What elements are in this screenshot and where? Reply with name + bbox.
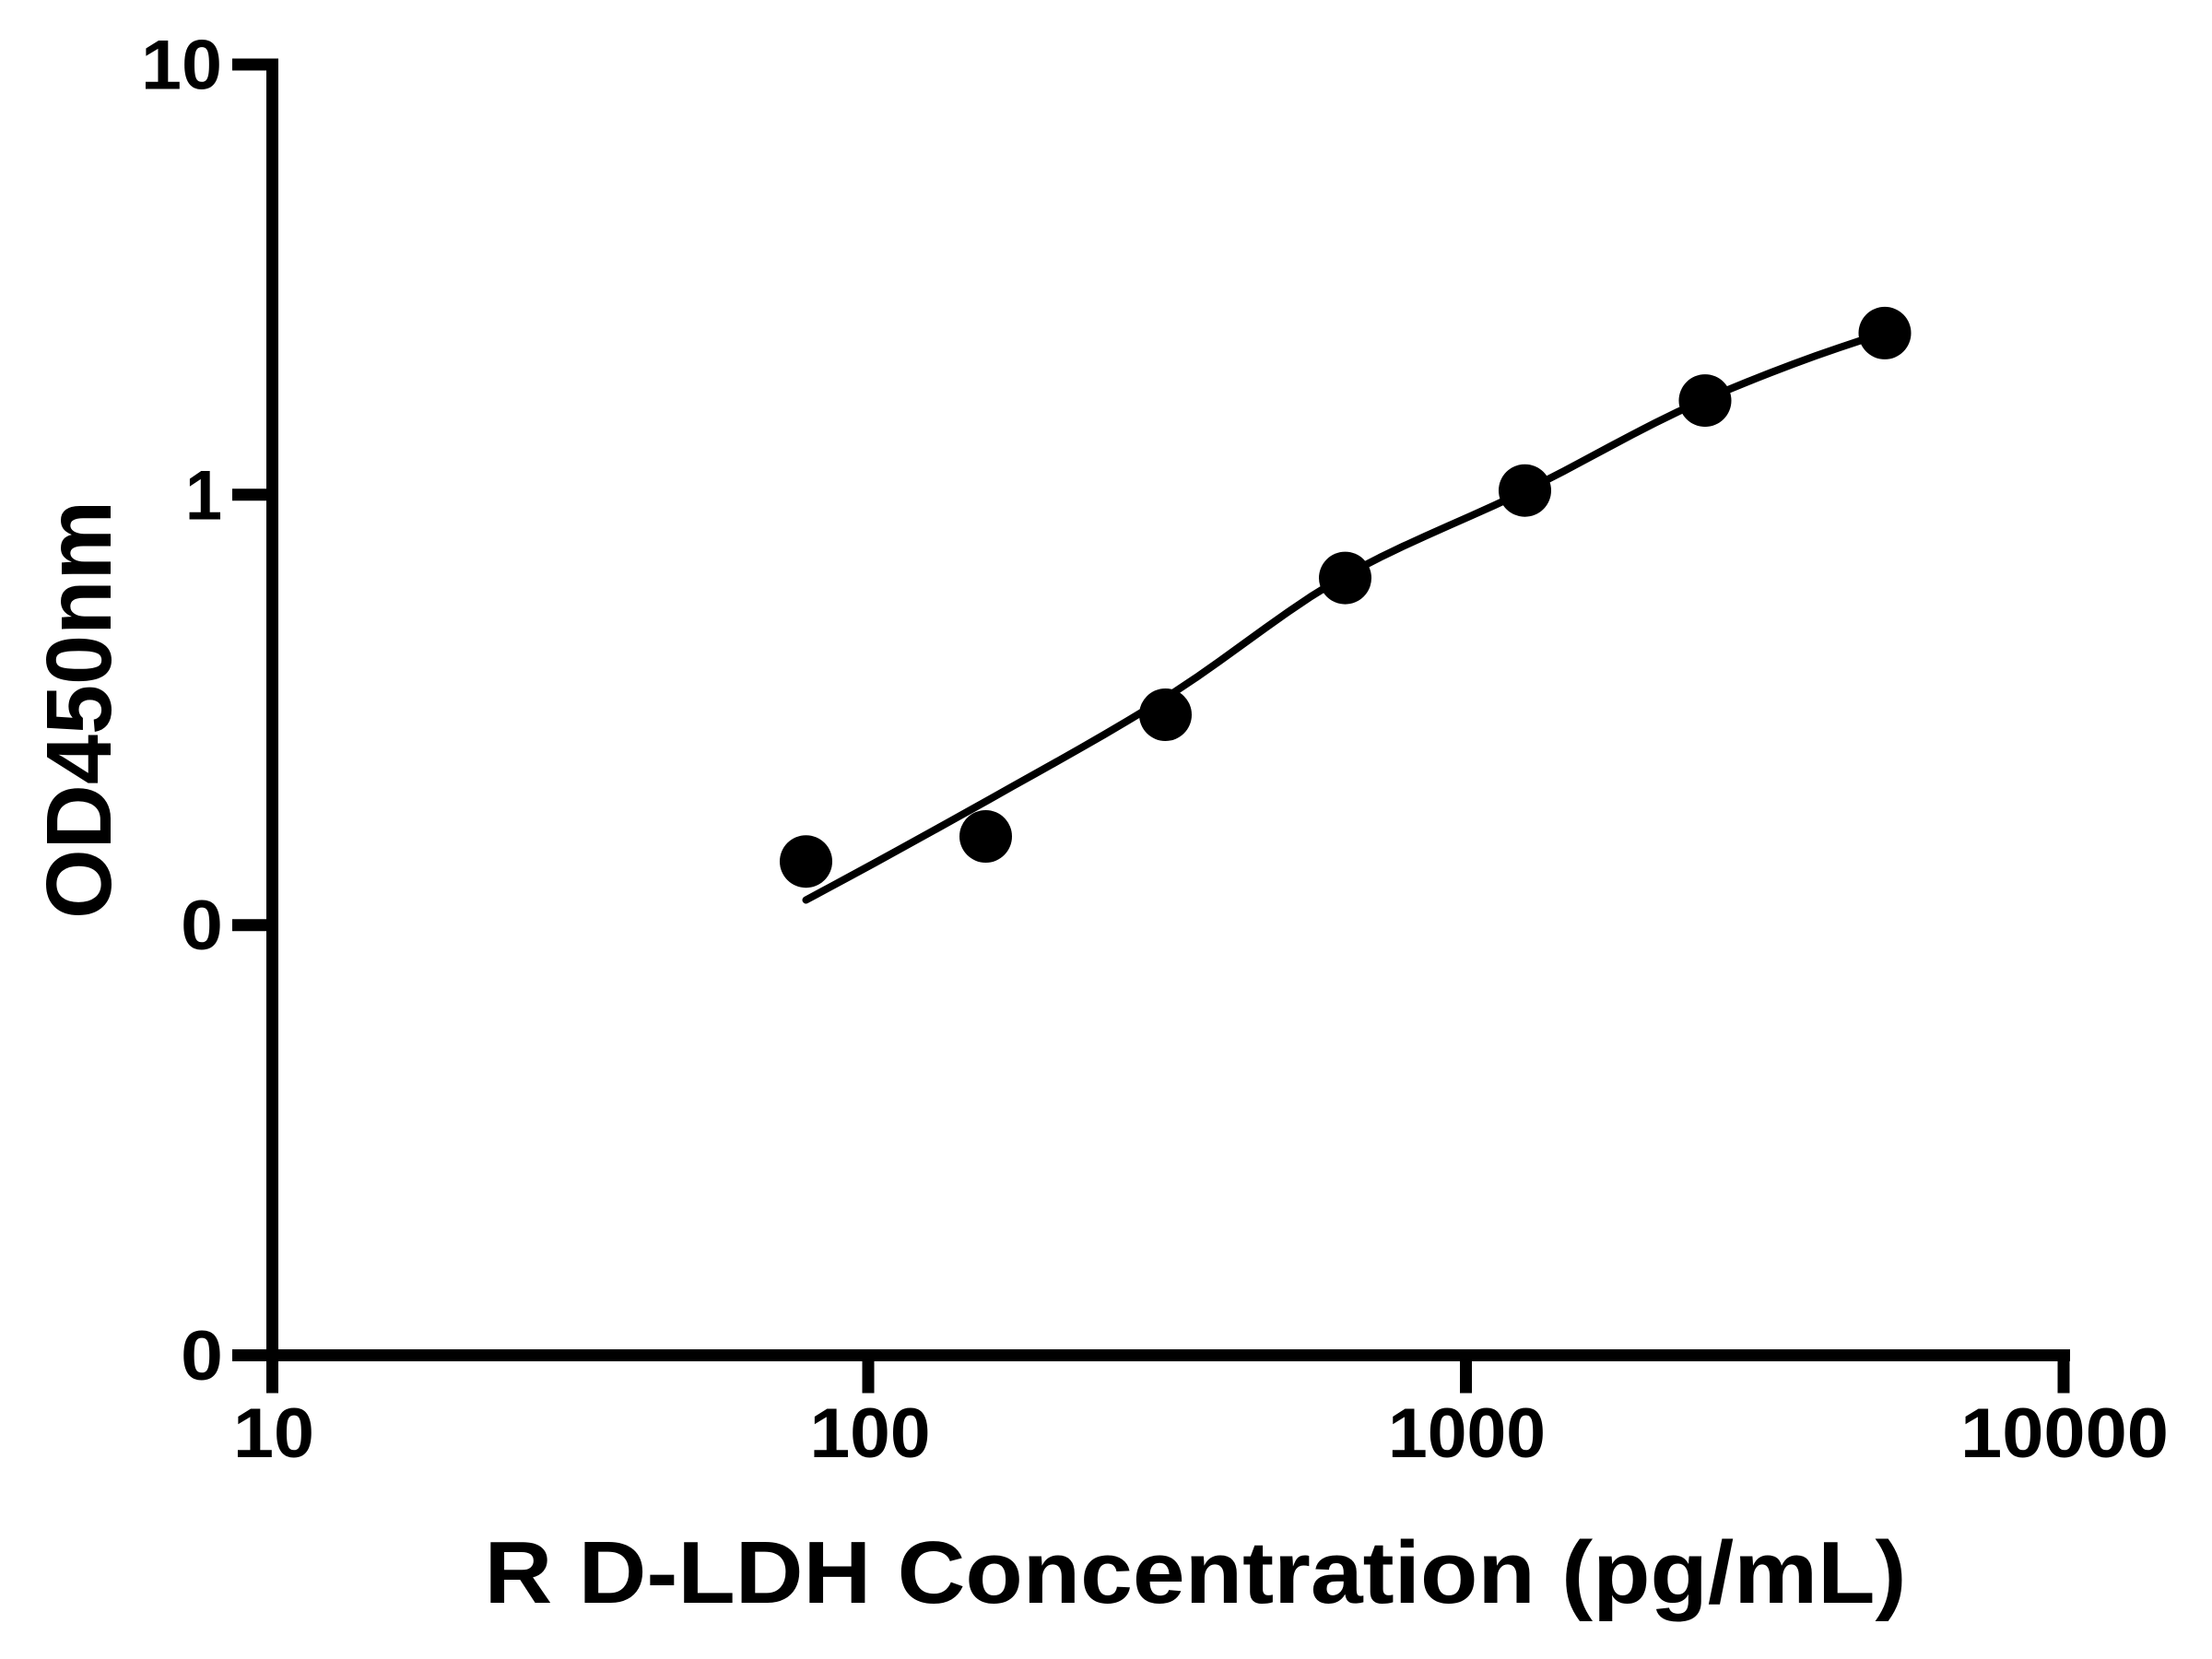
svg-text:OD450nm: OD450nm — [28, 500, 131, 919]
svg-text:0: 0 — [181, 887, 223, 965]
svg-text:1: 1 — [185, 456, 222, 535]
svg-text:100: 100 — [810, 1394, 931, 1473]
svg-text:10: 10 — [233, 1394, 314, 1473]
svg-text:0: 0 — [181, 1317, 223, 1395]
svg-text:10: 10 — [141, 27, 222, 105]
svg-text:R D-LDH Concentration (pg/mL): R D-LDH Concentration (pg/mL) — [485, 1524, 1907, 1622]
svg-text:10000: 10000 — [1960, 1394, 2169, 1473]
svg-text:1000: 1000 — [1388, 1394, 1546, 1473]
